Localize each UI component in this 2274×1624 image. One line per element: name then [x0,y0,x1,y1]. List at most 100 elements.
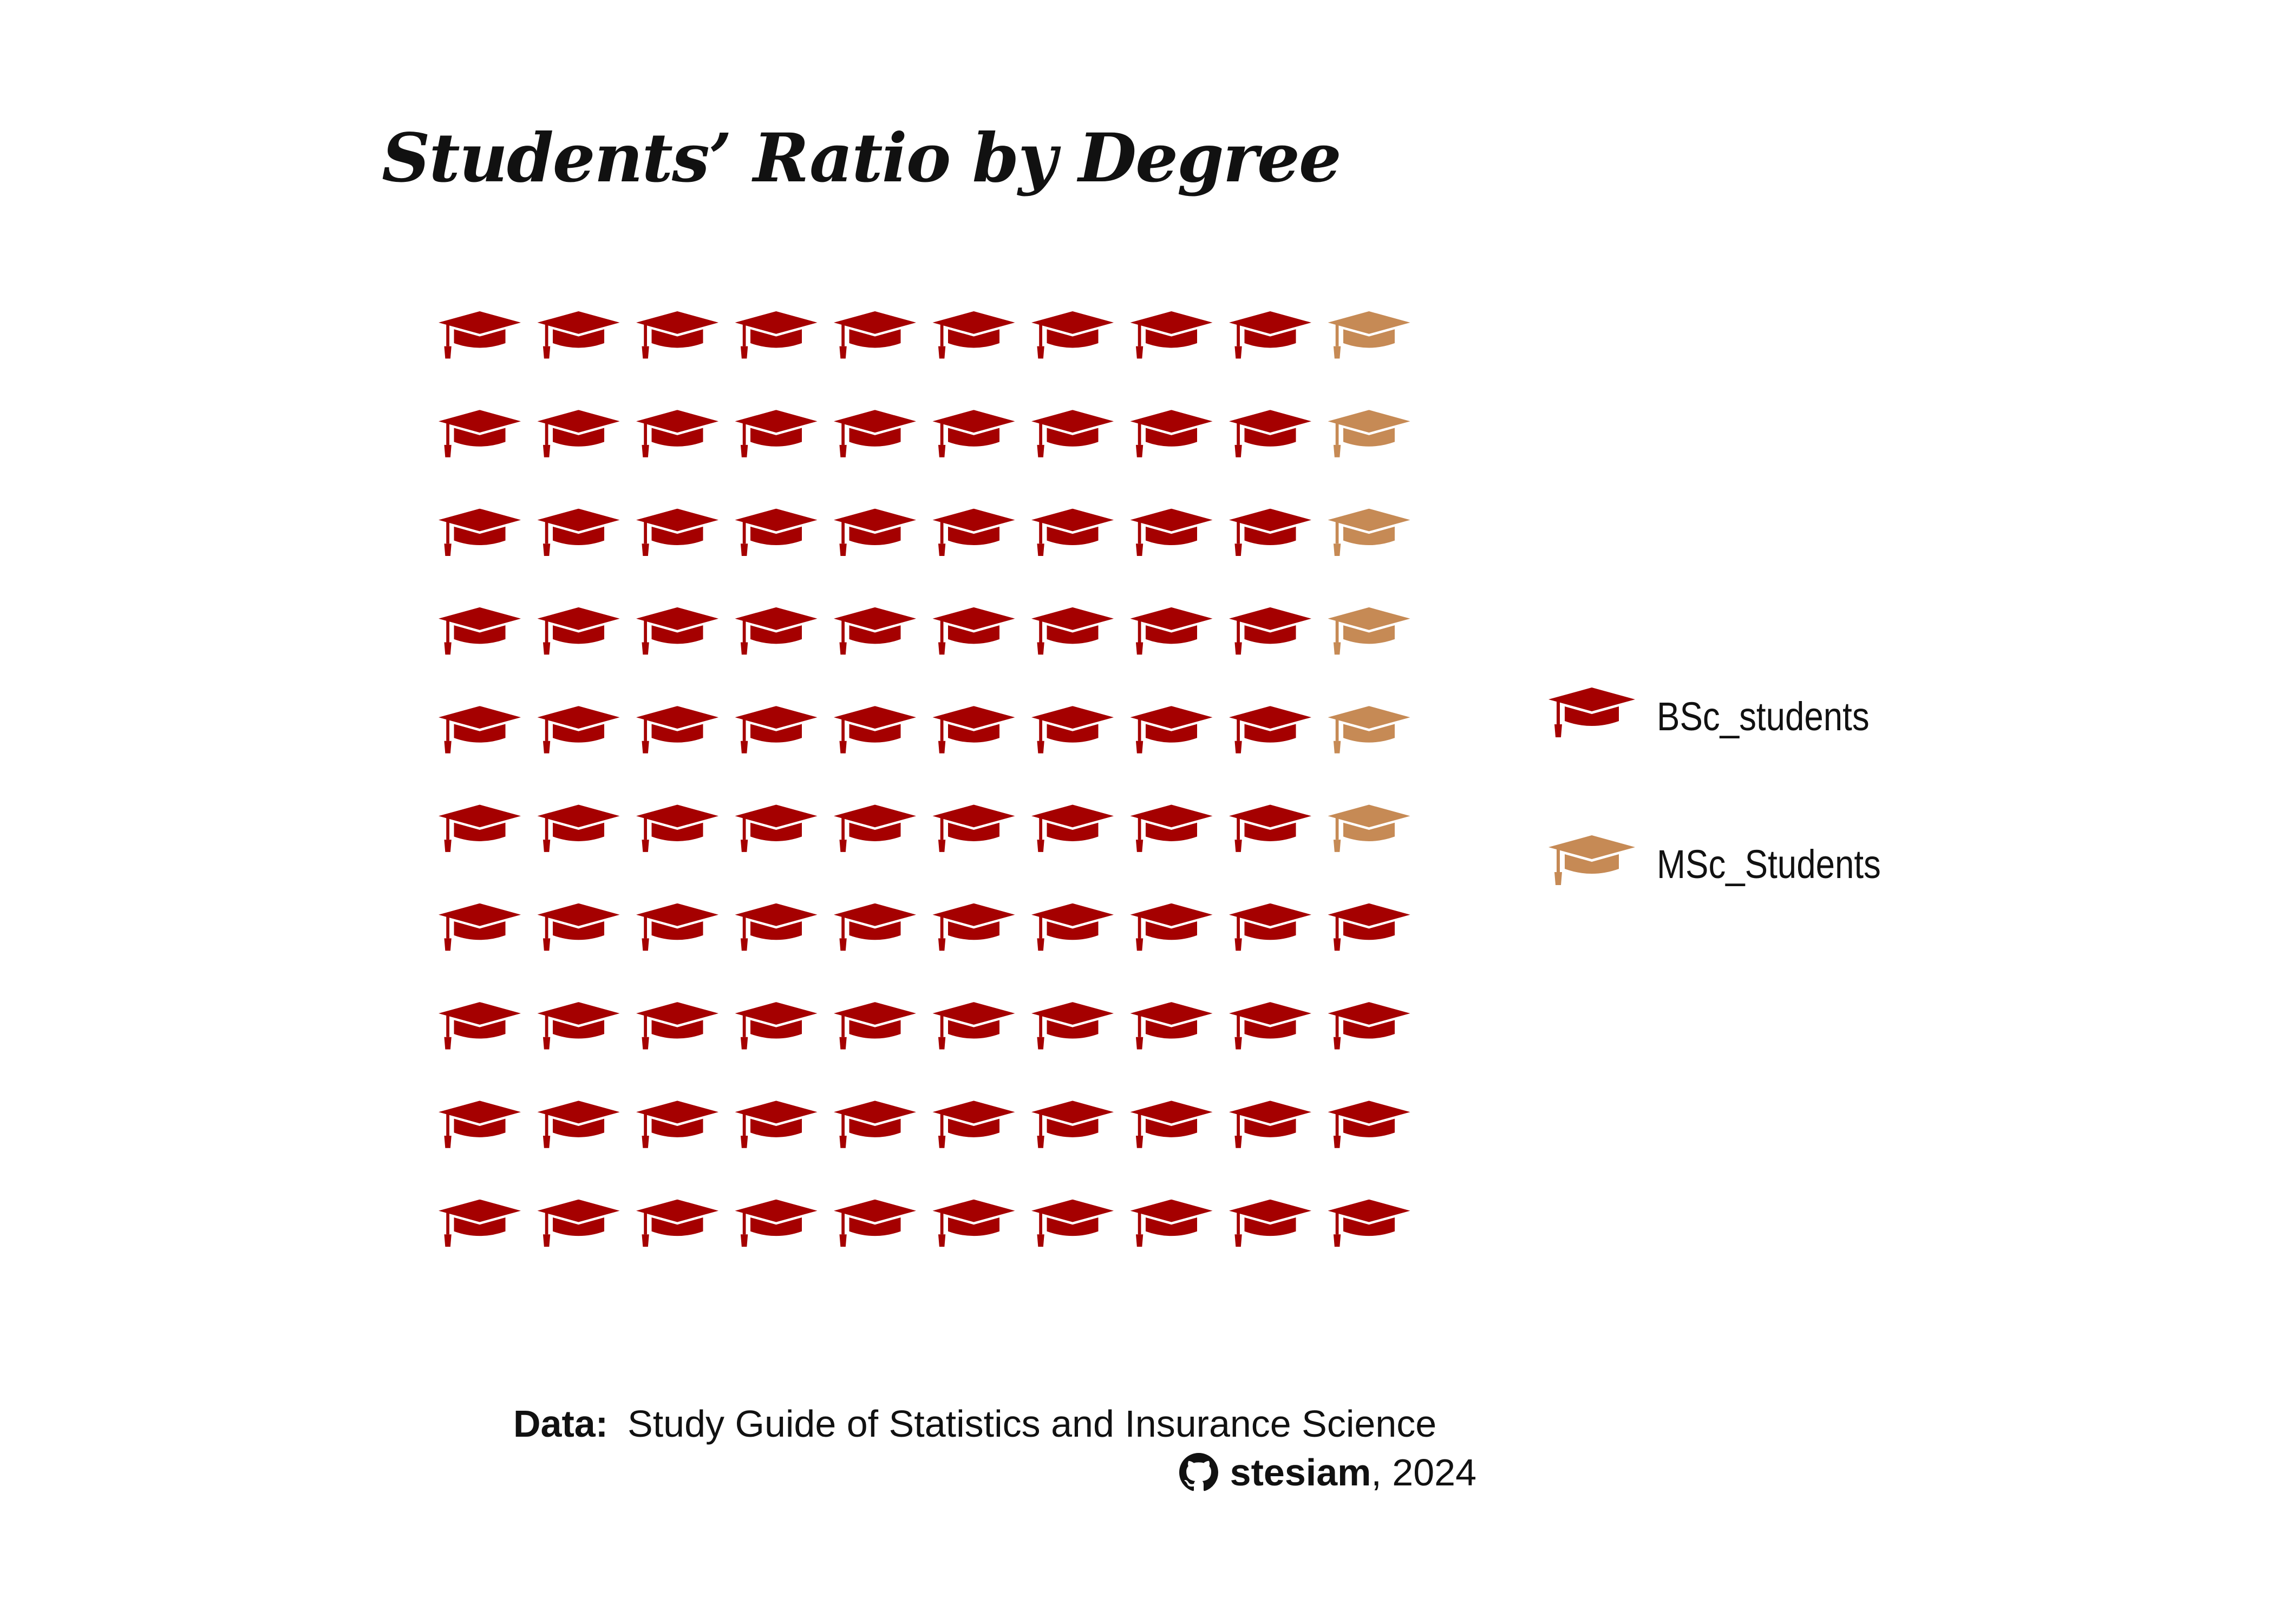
waffle-cell-graduation-cap-icon [1031,804,1114,852]
waffle-cell-graduation-cap-icon [1229,706,1311,754]
waffle-cell-graduation-cap-icon [537,706,620,754]
waffle-cell-graduation-cap-icon [834,804,916,852]
waffle-cell-graduation-cap-icon [932,1199,1015,1247]
github-icon [1179,1453,1218,1491]
waffle-cell-graduation-cap-icon [1130,804,1213,852]
waffle-cell-graduation-cap-icon [1229,1199,1311,1247]
waffle-cell-graduation-cap-icon [1328,804,1410,852]
waffle-cell-graduation-cap-icon [1229,903,1311,951]
waffle-cell-graduation-cap-icon [537,804,620,852]
legend-label-msc: MSc_Students [1657,842,1881,887]
waffle-cell-graduation-cap-icon [932,706,1015,754]
legend-item-msc: MSc_Students [1548,833,2036,892]
waffle-cell-graduation-cap-icon [1229,1002,1311,1050]
waffle-cell-graduation-cap-icon [439,706,521,754]
waffle-cell-graduation-cap-icon [439,410,521,457]
waffle-cell-graduation-cap-icon [735,311,818,359]
waffle-cell-graduation-cap-icon [735,410,818,457]
waffle-cell-graduation-cap-icon [636,508,718,556]
waffle-cell-graduation-cap-icon [537,1101,620,1148]
waffle-cells [439,311,1410,1247]
waffle-cell-graduation-cap-icon [439,508,521,556]
waffle-cell-graduation-cap-icon [932,903,1015,951]
waffle-cell-graduation-cap-icon [1130,706,1213,754]
waffle-cell-graduation-cap-icon [932,1101,1015,1148]
caption-author-line: stesiam, 2024 [1179,1451,1476,1494]
caption-year: , 2024 [1371,1451,1476,1494]
waffle-cell-graduation-cap-icon [1328,410,1410,457]
waffle-cell-graduation-cap-icon [537,1002,620,1050]
waffle-cell-graduation-cap-icon [1130,903,1213,951]
waffle-cell-graduation-cap-icon [439,1101,521,1148]
waffle-cell-graduation-cap-icon [636,1199,718,1247]
waffle-cell-graduation-cap-icon [932,508,1015,556]
waffle-cell-graduation-cap-icon [1130,508,1213,556]
waffle-cell-graduation-cap-icon [537,508,620,556]
waffle-cell-graduation-cap-icon [1328,311,1410,359]
waffle-cell-graduation-cap-icon [1031,903,1114,951]
legend-label-bsc: BSc_students [1657,694,1870,739]
waffle-cell-graduation-cap-icon [636,1002,718,1050]
waffle-cell-graduation-cap-icon [834,1199,916,1247]
caption-source-line: Data: Study Guide of Statistics and Insur… [513,1402,1436,1445]
waffle-cell-graduation-cap-icon [636,410,718,457]
waffle-cell-graduation-cap-icon [735,1199,818,1247]
caption-data-label: Data: [513,1403,609,1445]
waffle-cell-graduation-cap-icon [636,903,718,951]
waffle-cell-graduation-cap-icon [735,903,818,951]
waffle-cell-graduation-cap-icon [1031,607,1114,655]
waffle-cell-graduation-cap-icon [537,1199,620,1247]
waffle-cell-graduation-cap-icon [932,410,1015,457]
waffle-cell-graduation-cap-icon [834,410,916,457]
waffle-cell-graduation-cap-icon [636,706,718,754]
chart-title: Students’ Ratio by Degree [382,119,1342,198]
waffle-cell-graduation-cap-icon [1328,607,1410,655]
waffle-cell-graduation-cap-icon [439,1199,521,1247]
waffle-cell-graduation-cap-icon [932,311,1015,359]
waffle-cell-graduation-cap-icon [1328,1002,1410,1050]
waffle-cell-graduation-cap-icon [834,903,916,951]
waffle-cell-graduation-cap-icon [1031,1199,1114,1247]
waffle-cell-graduation-cap-icon [1031,1002,1114,1050]
waffle-cell-graduation-cap-icon [834,311,916,359]
waffle-cell-graduation-cap-icon [834,607,916,655]
waffle-cell-graduation-cap-icon [932,804,1015,852]
waffle-cell-graduation-cap-icon [537,903,620,951]
waffle-cell-graduation-cap-icon [735,508,818,556]
waffle-cell-graduation-cap-icon [834,706,916,754]
waffle-cell-graduation-cap-icon [1031,311,1114,359]
waffle-cell-graduation-cap-icon [439,311,521,359]
caption-source: Study Guide of Statistics and Insurance … [628,1403,1437,1445]
graduation-cap-icon [1548,833,1635,892]
waffle-cell-graduation-cap-icon [932,607,1015,655]
waffle-cell-graduation-cap-icon [537,311,620,359]
waffle-cell-graduation-cap-icon [1328,706,1410,754]
waffle-cell-graduation-cap-icon [636,607,718,655]
waffle-cell-graduation-cap-icon [735,804,818,852]
waffle-cell-graduation-cap-icon [1130,410,1213,457]
waffle-cell-graduation-cap-icon [1328,903,1410,951]
waffle-cell-graduation-cap-icon [636,311,718,359]
waffle-cell-graduation-cap-icon [439,903,521,951]
waffle-cell-graduation-cap-icon [1031,706,1114,754]
waffle-cell-graduation-cap-icon [537,410,620,457]
waffle-cell-graduation-cap-icon [834,1101,916,1148]
waffle-cell-graduation-cap-icon [1130,311,1213,359]
waffle-cell-graduation-cap-icon [735,1101,818,1148]
waffle-cell-graduation-cap-icon [1229,311,1311,359]
waffle-cell-graduation-cap-icon [1328,1101,1410,1148]
waffle-cell-graduation-cap-icon [932,1002,1015,1050]
waffle-cell-graduation-cap-icon [1328,1199,1410,1247]
waffle-cell-graduation-cap-icon [834,1002,916,1050]
waffle-cell-graduation-cap-icon [439,607,521,655]
legend-item-bsc: BSc_students [1548,685,2036,744]
waffle-cell-graduation-cap-icon [1031,1101,1114,1148]
waffle-cell-graduation-cap-icon [1031,410,1114,457]
waffle-cell-graduation-cap-icon [1130,607,1213,655]
waffle-cell-graduation-cap-icon [735,607,818,655]
waffle-cell-graduation-cap-icon [735,706,818,754]
waffle-cell-graduation-cap-icon [1130,1002,1213,1050]
waffle-cell-graduation-cap-icon [1130,1199,1213,1247]
waffle-cell-graduation-cap-icon [1328,508,1410,556]
